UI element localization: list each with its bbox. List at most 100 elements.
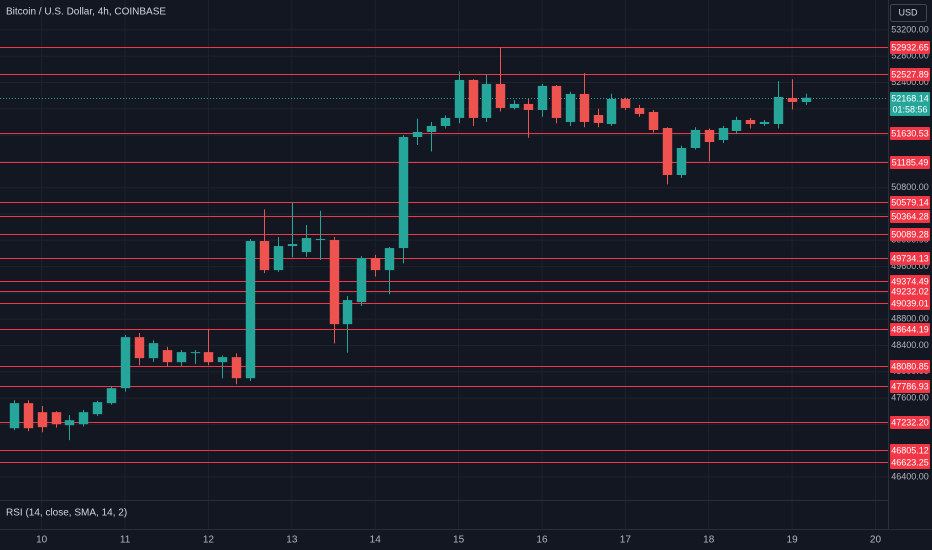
- candle-body: [634, 107, 645, 114]
- y-tick-label: 53200.00: [891, 24, 929, 34]
- level-tag: [890, 323, 930, 336]
- candle-body: [551, 85, 562, 118]
- indicator-label: RSI (14, close, SMA, 14, 2): [6, 508, 127, 519]
- candle-body: [245, 241, 256, 379]
- candle-body: [92, 402, 103, 415]
- x-tick-label: 18: [703, 535, 715, 546]
- countdown: 01:58:56: [892, 104, 927, 114]
- candle-body: [718, 128, 729, 140]
- level-label: 50579.14: [891, 197, 929, 207]
- candle-body: [801, 97, 812, 102]
- candle-body: [773, 96, 784, 124]
- level-tag: [890, 380, 930, 393]
- candle-body: [690, 129, 701, 148]
- level-tag: [890, 444, 930, 457]
- level-label: 52932.65: [891, 42, 929, 52]
- x-tick-label: 10: [36, 535, 48, 546]
- chart-title: Bitcoin / U.S. Dollar, 4h, COINBASE: [6, 7, 166, 18]
- candle-body: [509, 103, 520, 108]
- x-tick-label: 17: [620, 535, 632, 546]
- currency-box[interactable]: [890, 4, 927, 22]
- candle-body: [106, 388, 117, 404]
- level-tag: [890, 252, 930, 265]
- level-label: 46805.12: [891, 445, 929, 455]
- candle-body: [259, 241, 270, 271]
- candle-body: [412, 131, 423, 138]
- x-tick-label: 11: [120, 535, 131, 546]
- y-tick-label: 47600.00: [891, 392, 929, 402]
- candle-body: [565, 93, 576, 122]
- level-label: 50089.28: [891, 229, 929, 239]
- candle-body: [759, 121, 770, 124]
- candle-body: [523, 103, 534, 110]
- candle-body: [78, 412, 89, 425]
- candle-body: [370, 258, 381, 271]
- candle-body: [120, 337, 131, 389]
- candle-body: [440, 117, 451, 126]
- candle-body: [37, 412, 48, 428]
- candle-body: [301, 238, 312, 253]
- candle-body: [287, 244, 298, 247]
- level-tag: [890, 41, 930, 54]
- candle-body: [454, 79, 465, 118]
- candle-body: [231, 357, 242, 379]
- level-tag: [890, 285, 930, 298]
- level-tag: [890, 196, 930, 209]
- candle-body: [731, 119, 742, 131]
- level-label: 50364.28: [891, 211, 929, 221]
- candle-body: [64, 420, 75, 426]
- level-tag: [890, 456, 930, 469]
- levels: [0, 47, 888, 463]
- y-tick-label: 50800.00: [891, 182, 929, 192]
- candle-body: [356, 258, 367, 303]
- candle-body: [315, 238, 326, 241]
- x-tick-label: 13: [286, 535, 298, 546]
- candle-body: [620, 98, 631, 108]
- x-tick-label: 19: [787, 535, 799, 546]
- y-tick-label: 49600.00: [891, 261, 929, 271]
- currency[interactable]: USD: [898, 7, 918, 17]
- level-tag: [890, 156, 930, 169]
- candle-body: [398, 137, 409, 249]
- level-label: 47232.20: [891, 417, 929, 427]
- candle-body: [468, 79, 479, 118]
- level-tag: [890, 416, 930, 429]
- candle-body: [745, 119, 756, 124]
- candle-body: [203, 352, 214, 363]
- level-tag: [890, 275, 930, 288]
- level-tag: [890, 360, 930, 373]
- level-tag: [890, 297, 930, 310]
- last-price-tag: [890, 92, 930, 116]
- candle-body: [162, 350, 173, 363]
- last-price-label: 52168.14: [891, 93, 929, 103]
- x-tick-label: 16: [536, 535, 548, 546]
- x-tick-label: 20: [870, 535, 882, 546]
- level-label: 46623.25: [891, 457, 929, 467]
- candle-body: [787, 97, 798, 102]
- y-tick-label: 48400.00: [891, 340, 929, 350]
- candle-body: [148, 343, 159, 359]
- candle-body: [676, 147, 687, 176]
- candle-body: [134, 337, 145, 359]
- candle-body: [217, 357, 228, 363]
- candle-body: [23, 403, 34, 429]
- level-label: 47786.93: [891, 381, 929, 391]
- level-tag: [890, 127, 930, 140]
- x-tick-label: 15: [453, 535, 465, 546]
- level-label: 49734.13: [891, 253, 929, 263]
- level-label: 51630.53: [891, 128, 929, 138]
- grid: [0, 0, 888, 530]
- candle-body: [51, 412, 62, 425]
- level-label: 52527.89: [891, 69, 929, 79]
- candle-body: [426, 125, 437, 132]
- candle-body: [384, 248, 395, 271]
- level-label: 49374.49: [891, 276, 929, 286]
- candle-body: [648, 111, 659, 130]
- candle-body: [273, 246, 284, 271]
- y-tick-label: 52800.00: [891, 51, 929, 61]
- y-tick-label: 48800.00: [891, 314, 929, 324]
- level-tag: [890, 210, 930, 223]
- candle-body: [704, 129, 715, 143]
- candle-body: [537, 85, 548, 110]
